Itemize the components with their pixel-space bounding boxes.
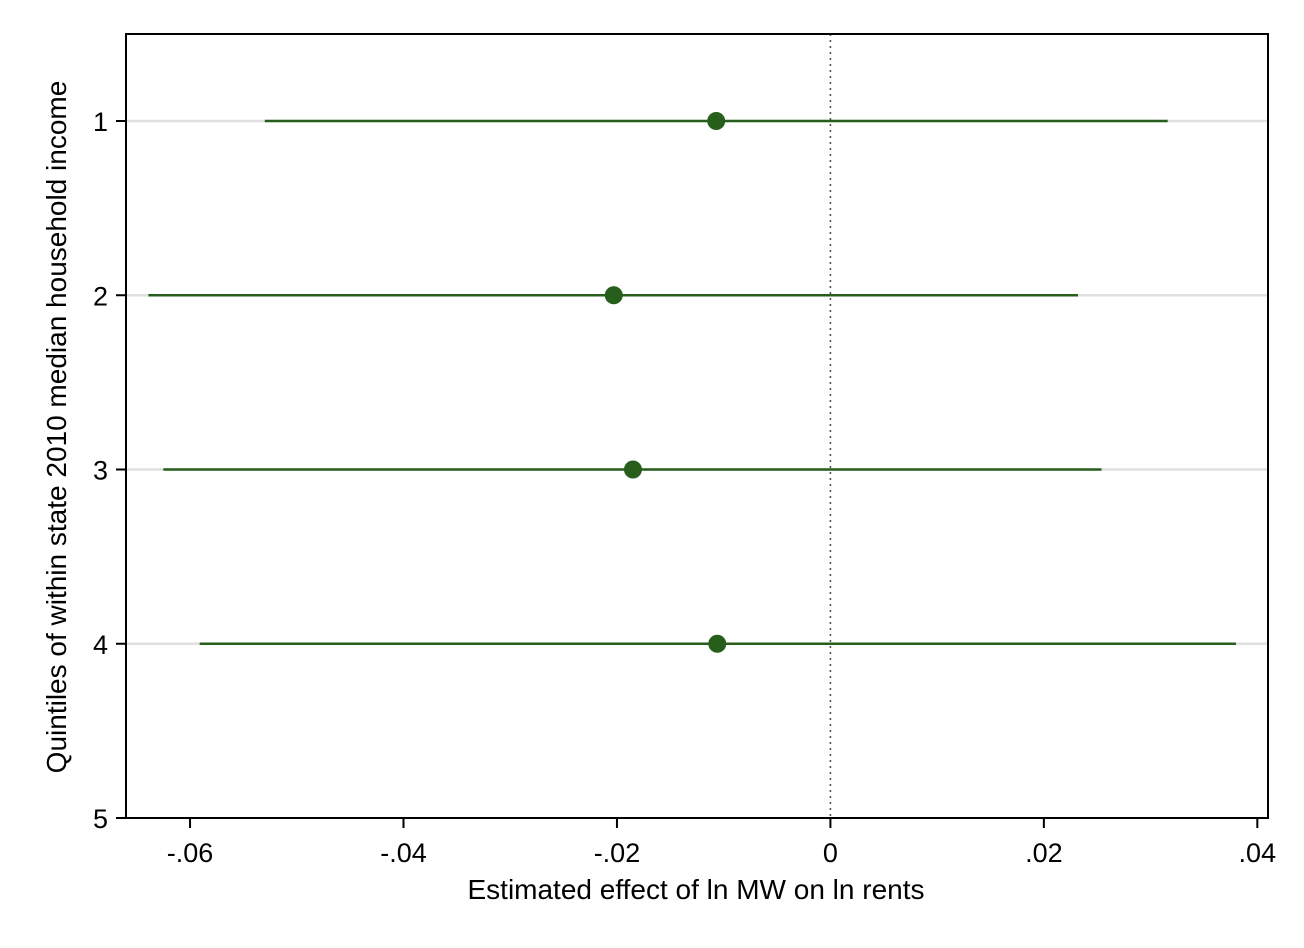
y-axis-title: Quintiles of within state 2010 median ho… [41, 81, 72, 774]
x-axis-title: Estimated effect of ln MW on ln rents [467, 874, 924, 905]
y-tick-label: 5 [93, 804, 108, 834]
x-tick-label: -.04 [380, 838, 427, 868]
x-tick-label: .04 [1239, 838, 1277, 868]
y-tick-label: 2 [93, 281, 108, 311]
x-axis-ticks: -.06 -.04 -.02 0 .02 .04 [167, 818, 1276, 868]
y-tick-label: 4 [93, 630, 108, 660]
point-estimate-1 [707, 112, 726, 130]
x-tick-label: .02 [1025, 838, 1063, 868]
x-tick-label: -.02 [594, 838, 641, 868]
point-estimate-2 [604, 286, 623, 305]
y-axis-ticks: 1 2 3 4 5 [93, 107, 126, 834]
point-estimate-4 [708, 634, 727, 653]
y-tick-label: 3 [93, 456, 108, 486]
marker-layer [604, 112, 727, 653]
x-tick-label: -.06 [167, 838, 214, 868]
y-tick-label: 1 [93, 107, 108, 137]
point-estimate-3 [623, 460, 642, 479]
x-tick-label: 0 [823, 838, 838, 868]
plot-frame [125, 33, 1269, 819]
